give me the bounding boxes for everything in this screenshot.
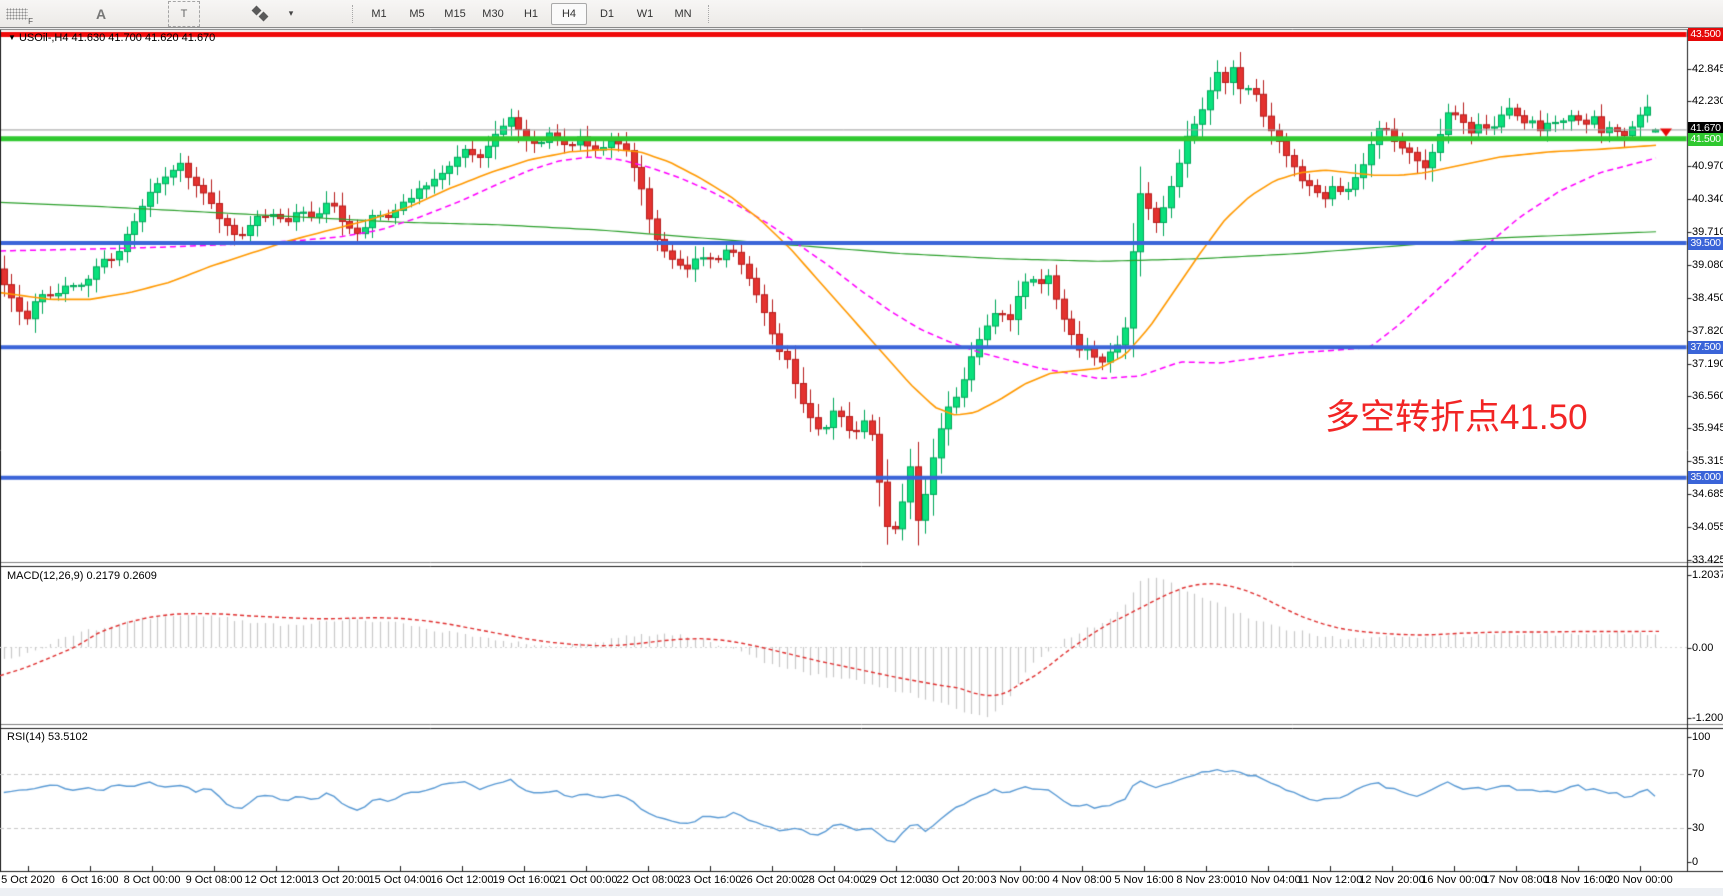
- time-axis-label: 9 Oct 08:00: [185, 874, 243, 886]
- price-tick-label: 34.685: [1692, 488, 1723, 501]
- time-axis-label: 11 Nov 12:00: [1297, 874, 1363, 886]
- price-tick-label: 38.450: [1692, 291, 1723, 304]
- time-axis-label: 15 Oct 04:00: [368, 874, 432, 886]
- price-badge-39.500: 39.500: [1688, 236, 1723, 250]
- price-badge-41.670: 41.670: [1688, 122, 1723, 136]
- price-tick-label: 36.560: [1692, 390, 1723, 403]
- time-axis-label: 22 Oct 08:00: [616, 874, 680, 886]
- time-axis-label: 6 Oct 16:00: [61, 874, 119, 886]
- price-tick-label: 34.055: [1692, 520, 1723, 533]
- price-tick-label: 42.230: [1692, 94, 1723, 107]
- price-tick-label: 37.190: [1692, 357, 1723, 370]
- time-axis-label: 19 Oct 16:00: [492, 874, 556, 886]
- objects-icon[interactable]: [251, 5, 274, 22]
- price-badge-43.500: 43.500: [1688, 28, 1723, 41]
- timeframe-button-m1[interactable]: M1: [371, 7, 387, 20]
- macd-scale-label: 0.00: [1692, 642, 1714, 654]
- chevron-down-icon[interactable]: ▾: [288, 8, 294, 18]
- rsi-scale-label: 30: [1692, 822, 1705, 834]
- time-axis-label: 10 Nov 04:00: [1235, 874, 1301, 886]
- rsi-scale-label: 0: [1692, 856, 1699, 868]
- window-bottom-strip: [0, 888, 1723, 896]
- time-axis-label: 26 Oct 20:00: [740, 874, 804, 886]
- time-axis-label: 17 Nov 08:00: [1483, 874, 1549, 886]
- time-axis-label: 12 Oct 12:00: [244, 874, 308, 886]
- time-axis-label: 30 Oct 20:00: [926, 874, 990, 886]
- indicator-grid-icon[interactable]: F: [6, 7, 33, 26]
- time-axis-label: 18 Nov 16:00: [1545, 874, 1611, 886]
- toolbar-separator: [352, 4, 354, 23]
- symbol-ohlc-text: USOil-,H4 41.630 41.700 41.620 41.670: [18, 32, 216, 44]
- macd-label: MACD(12,26,9) 0.2179 0.2609: [7, 570, 157, 582]
- macd-scale-label: -1.2008: [1692, 712, 1723, 724]
- chart-annotation-text[interactable]: 多空转折点41.50: [1325, 398, 1588, 437]
- font-icon[interactable]: A: [95, 5, 107, 22]
- time-axis-label: 16 Oct 12:00: [430, 874, 494, 886]
- time-axis-label: 8 Oct 00:00: [123, 874, 181, 886]
- price-badge-37.500: 37.500: [1688, 340, 1723, 354]
- time-axis-label: 5 Nov 16:00: [1114, 874, 1174, 886]
- timeframe-button-h1[interactable]: H1: [523, 7, 539, 20]
- price-tick-label: 40.970: [1692, 160, 1723, 173]
- rsi-scale-label: 70: [1692, 768, 1705, 780]
- time-axis-label: 28 Oct 04:00: [802, 874, 866, 886]
- price-tick-label: 37.820: [1692, 324, 1723, 337]
- rsi-label: RSI(14) 53.5102: [7, 731, 88, 743]
- timeframe-button-w1[interactable]: W1: [636, 7, 654, 20]
- time-axis-label: 13 Oct 20:00: [306, 874, 370, 886]
- timeframe-button-d1[interactable]: D1: [599, 7, 615, 20]
- timeframe-button-mn[interactable]: MN: [674, 7, 692, 20]
- text-label-icon[interactable]: T: [168, 0, 200, 27]
- price-tick-label: 39.080: [1692, 258, 1723, 271]
- toolbar: F A T ▾ M1 M5 M15 M30 H1 H4 D1 W1 MN: [0, 0, 1723, 28]
- price-tick-label: 35.945: [1692, 422, 1723, 435]
- time-axis-label: 16 Nov 00:00: [1421, 874, 1487, 886]
- time-axis-label: 23 Oct 16:00: [678, 874, 742, 886]
- price-tick-label: 42.845: [1692, 62, 1723, 75]
- time-axis-label: 29 Oct 12:00: [864, 874, 928, 886]
- timeframe-button-m5[interactable]: M5: [409, 7, 425, 20]
- time-axis-label: 3 Nov 00:00: [990, 874, 1050, 886]
- symbol-dropdown-icon[interactable]: ▼: [8, 33, 16, 42]
- toolbar-separator: [708, 4, 710, 23]
- time-axis-label: 12 Nov 20:00: [1359, 874, 1425, 886]
- price-tick-label: 35.315: [1692, 455, 1723, 468]
- price-tick-label: 33.425: [1692, 553, 1723, 566]
- macd-scale-label: 1.2037: [1692, 569, 1723, 581]
- timeframe-button-h4[interactable]: H4: [551, 2, 587, 25]
- timeframe-group: M1 M5 M15 M30 H1 H4 D1 W1 MN: [360, 2, 702, 25]
- price-tick-label: 40.340: [1692, 193, 1723, 206]
- symbol-info: ▼ USOil-,H4 41.630 41.700 41.620 41.670: [8, 32, 215, 44]
- price-badge-35.000: 35.000: [1688, 471, 1723, 485]
- time-axis-label: 4 Nov 08:00: [1052, 874, 1112, 886]
- rsi-scale-label: 100: [1692, 731, 1711, 743]
- time-axis-label: 21 Oct 00:00: [554, 874, 618, 886]
- time-axis-label: 8 Nov 23:00: [1176, 874, 1236, 886]
- indicator-grid-icon-sub: F: [28, 16, 33, 26]
- time-axis-label: 5 Oct 2020: [1, 874, 55, 886]
- price-tick-label: 39.710: [1692, 226, 1723, 239]
- timeframe-button-m30[interactable]: M30: [482, 7, 504, 20]
- timeframe-button-m15[interactable]: M15: [444, 7, 466, 20]
- price-badge-41.500: 41.500: [1688, 133, 1723, 147]
- time-axis-label: 20 Nov 00:00: [1607, 874, 1673, 886]
